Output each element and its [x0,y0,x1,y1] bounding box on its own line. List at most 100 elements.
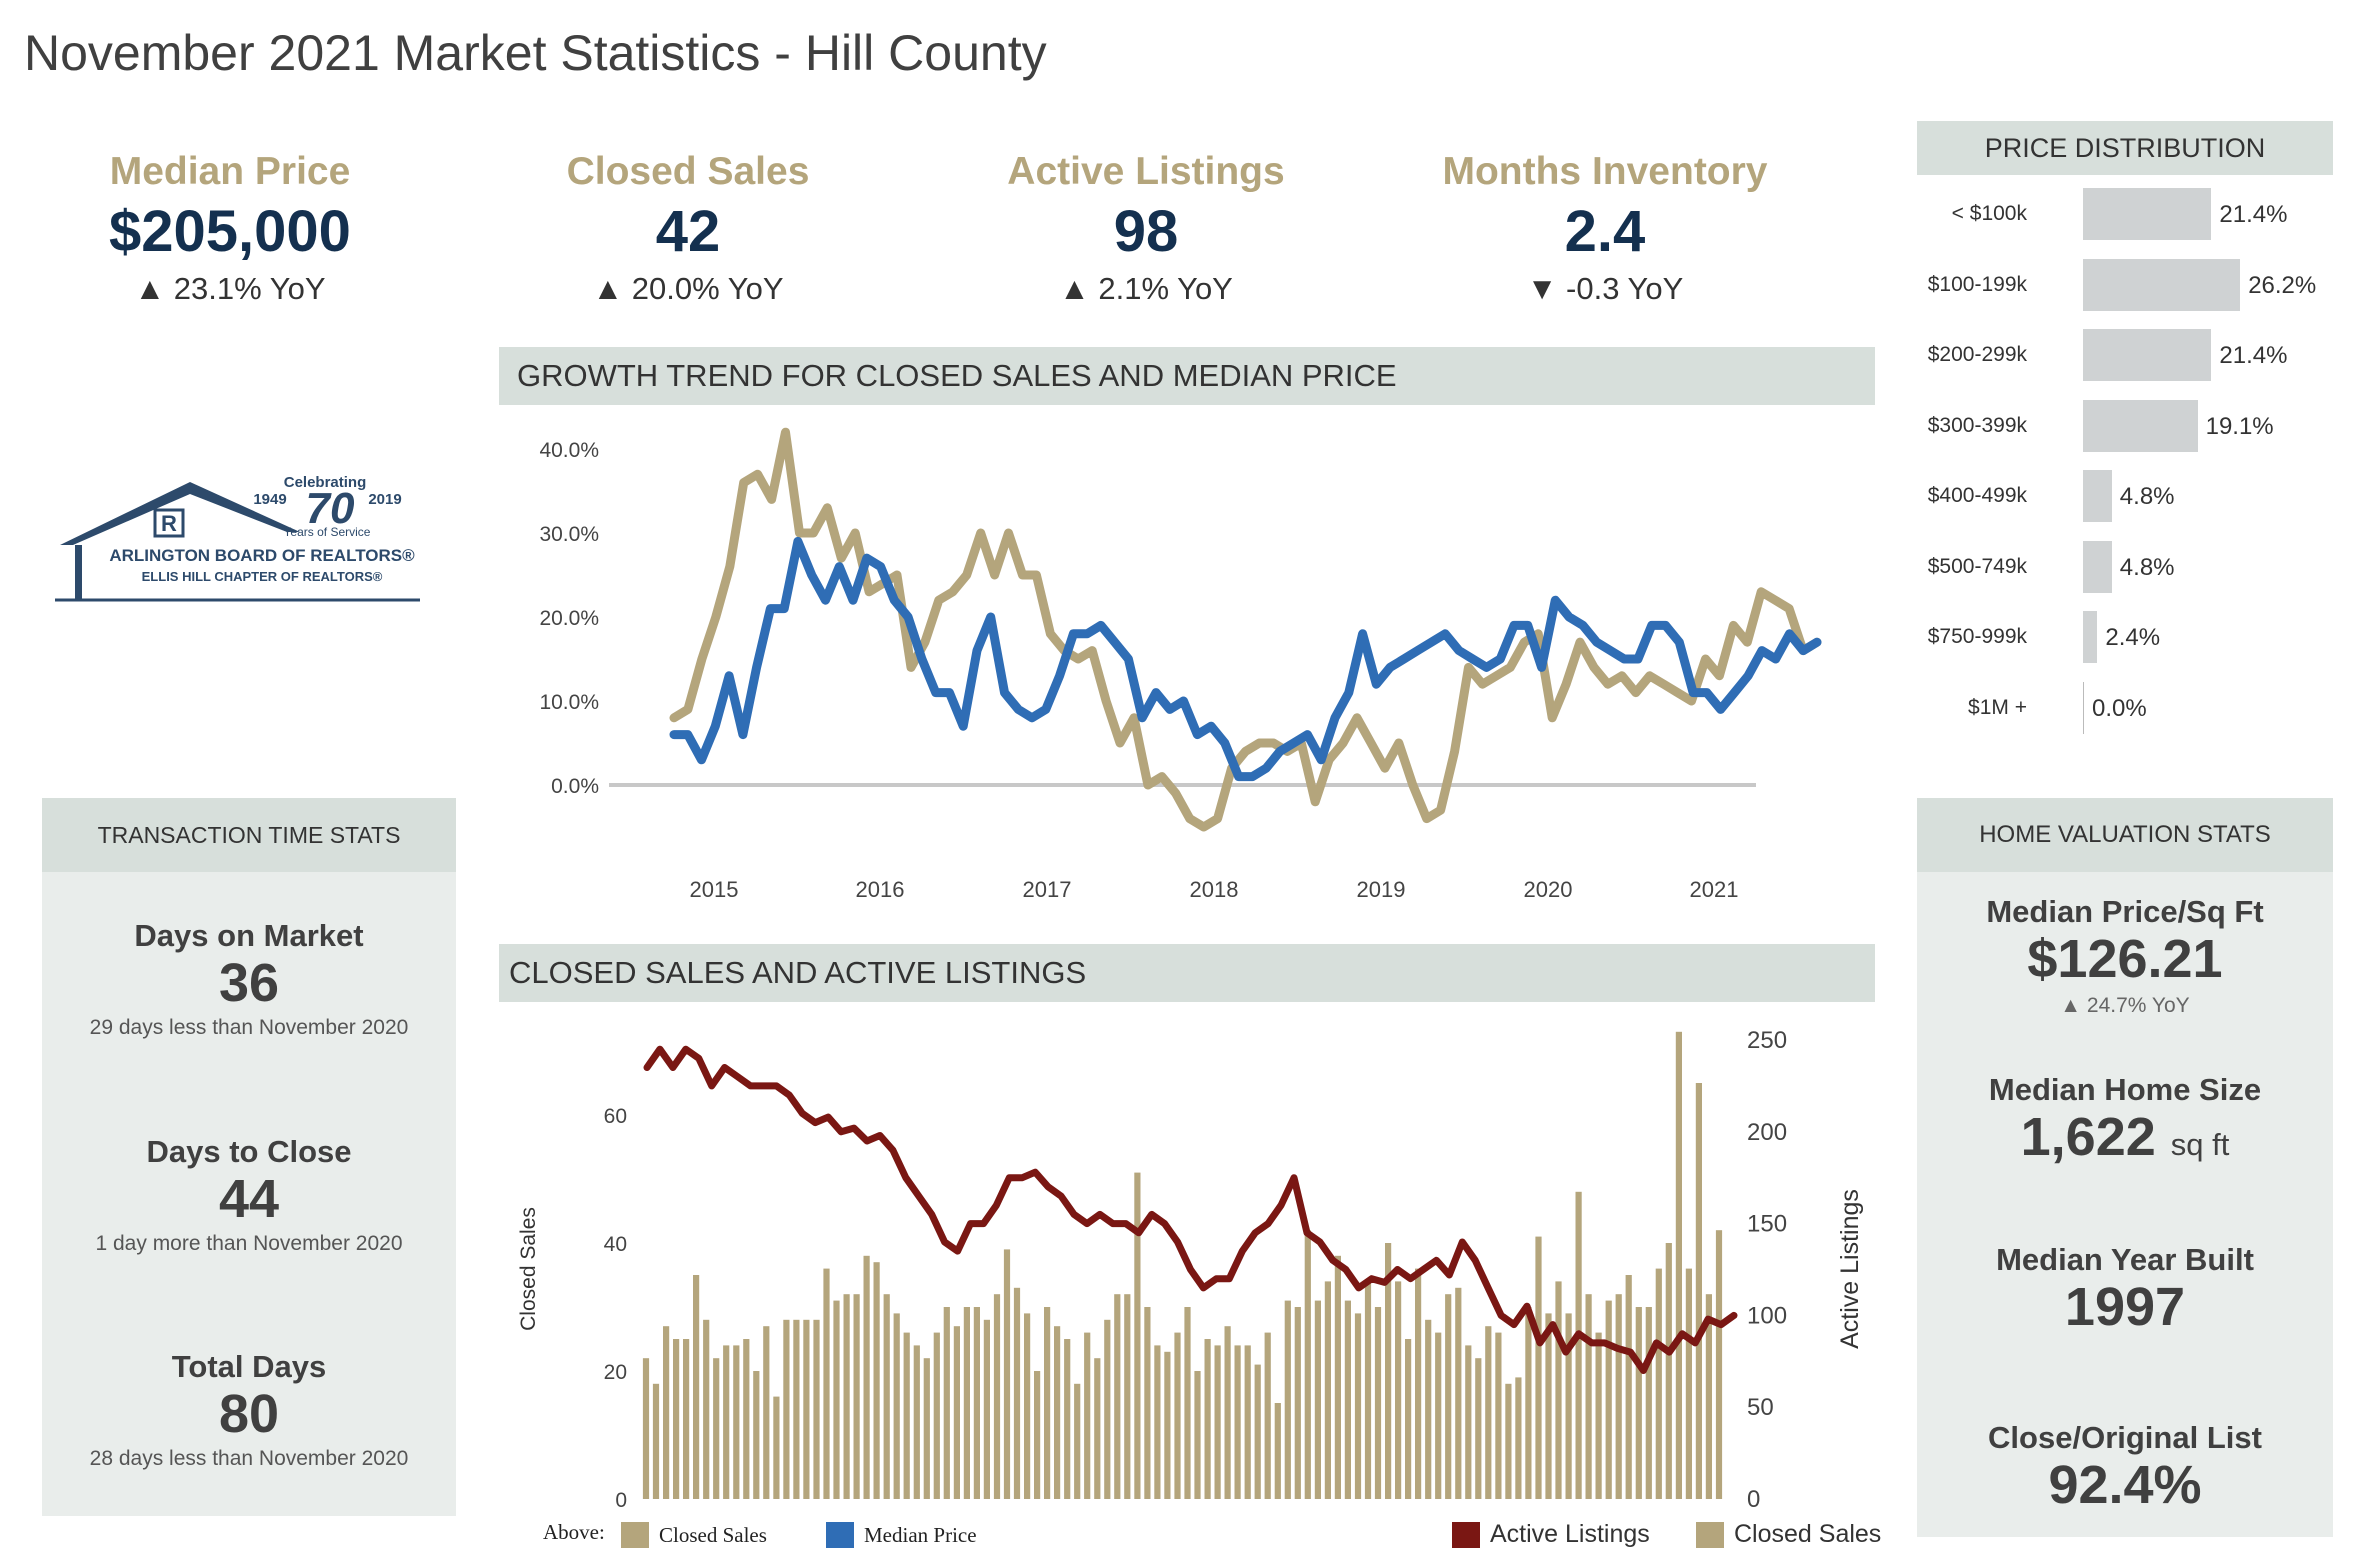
legend-closed-sales-2: Closed Sales [1734,1520,1882,1548]
growth-trend-chart: 40.0% 30.0% 20.0% 10.0% 0.0% 2015 2016 2017 2018… [539,427,1822,902]
closed-sales-bar [1595,1332,1602,1499]
days-to-close-note: 1 day more than November 2020 [95,1232,403,1255]
closed-sales-bar [993,1294,1001,1499]
closed-sales-bar [1254,1364,1261,1499]
right-axis-tick: 250 [1747,1027,1787,1054]
price-bucket-value: 4.8% [2119,483,2175,510]
closed-sales-bar [1154,1345,1161,1499]
days-to-close-label: Days to Close [146,1134,352,1169]
transaction-time-panel: Days on Market 36 29 days less than Nove… [42,872,456,1516]
right-axis-tick: 50 [1747,1394,1774,1421]
closed-sales-bar [1074,1383,1081,1499]
closed-sales-bar [1485,1326,1492,1499]
closed-sales-bar [1385,1243,1392,1499]
arlington-board-logo: R Celebrating 1949 70 2019 Years of Serv… [55,474,420,602]
x-tick-label: 2021 [1690,877,1739,902]
kpi-label: Median Price [109,150,351,193]
closed-sales-bar [883,1294,890,1499]
closed-sales-bar [1003,1249,1011,1499]
closed-sales-bar [1304,1230,1311,1499]
right-axis-tick: 0 [1747,1486,1760,1513]
kpi-value: 2.4 [1564,199,1646,264]
closed-sales-bar [923,1358,930,1499]
closed-sales-bar [1164,1351,1171,1499]
closed-sales-bar [1013,1287,1021,1499]
closed-sales-bar [1525,1307,1532,1499]
kpi-yoy: ▲ 20.0% YoY [592,271,784,306]
closed-sales-bar [1194,1371,1201,1499]
closed-sales-bar [1054,1326,1061,1499]
closed-sales-bar [1615,1294,1622,1499]
closed-sales-bar [1144,1307,1151,1499]
closed-sales-bar [713,1358,720,1499]
closed-sales-bar [973,1307,980,1499]
y-tick-label: 40.0% [539,439,599,462]
price-bucket-label: $300-399k [1927,413,2027,437]
legend-closed-sales: Closed Sales [659,1523,767,1547]
closed-sales-bar [703,1319,710,1499]
closed-sales-bar [1294,1307,1301,1499]
legend-swatch-closed-sales-2 [1696,1522,1724,1548]
legend-median-price: Median Price [864,1523,977,1547]
closed-sales-bar [1555,1281,1562,1499]
kpi-yoy: ▲ 2.1% YoY [1059,271,1233,306]
closed-sales-bar [1465,1345,1472,1499]
closed-sales-bar [913,1345,920,1499]
home-valuation-panel: Median Price/Sq Ft $126.21 ▲ 24.7% YoY M… [1917,872,2333,1537]
closed-sales-bar [1415,1268,1422,1499]
x-tick-label: 2019 [1357,877,1406,902]
closed-sales-bar [1565,1313,1572,1499]
closed-sales-bar [1314,1300,1321,1499]
closed-sales-bar [1495,1332,1502,1499]
closed-sales-bar [853,1294,860,1499]
home-size-label: Median Home Size [1988,1072,2262,1107]
logo-realtor-r-icon [153,508,185,538]
right-axis-tick: 200 [1747,1119,1787,1146]
closed-sales-bar [1585,1294,1592,1499]
closed-sales-bar [1445,1294,1452,1499]
total-days-value: 80 [218,1384,280,1444]
logo-chapter: ELLIS HILL CHAPTER OF REALTORS® [142,569,383,584]
closed-sales-bar [903,1332,910,1499]
closed-sales-bar [743,1339,750,1499]
x-tick-label: 2020 [1524,877,1573,902]
y-tick-label: 0.0% [551,775,599,798]
price-sqft-yoy: ▲ 24.7% YoY [2060,994,2190,1017]
logo-year-start: 1949 [253,491,286,508]
left-axis-tick: 40 [604,1233,627,1256]
close-list-value: 92.4% [2048,1455,2202,1515]
closed-sales-bar [1064,1339,1071,1499]
price-bucket-bar [2083,399,2198,452]
home-size-row: 1,622 sq ft [1917,1106,2333,1168]
logo-r-letter: R [161,511,177,536]
legend-prefix: Above: [543,1520,605,1544]
closed-sales-bar [642,1358,650,1499]
closed-sales-bar [1455,1287,1462,1499]
closed-sales-bar [1505,1383,1512,1499]
price-bucket-bar [2083,470,2112,522]
closed-sales-bar [1344,1300,1351,1499]
closed-sales-bar [813,1319,820,1499]
closed-sales-bar [1134,1172,1141,1499]
closed-sales-bar [803,1319,810,1499]
closed-sales-bar [1605,1300,1612,1499]
days-on-market-note: 29 days less than November 2020 [89,1016,409,1039]
closed-sales-bar [1675,1031,1682,1499]
closed-sales-bar [723,1345,730,1499]
right-axis-tick: 100 [1747,1302,1787,1329]
page-title: November 2021 Market Statistics - Hill C… [24,25,1047,81]
price-bucket-label: $500-749k [1927,554,2027,578]
price-bucket-value: 19.1% [2205,412,2274,440]
closed-sales-bar [1665,1243,1672,1499]
logo-seventy: 70 [306,484,355,533]
price-distribution-header: PRICE DISTRIBUTION [1917,121,2333,175]
closed-sales-bar [1395,1281,1402,1499]
price-bucket-value: 21.4% [2219,201,2288,228]
closed-sales-bar [1114,1294,1121,1499]
kpi-label: Active Listings [1007,150,1285,193]
closed-sales-bar [1084,1332,1091,1499]
left-axis-tick: 60 [604,1105,627,1128]
price-sqft-value: $126.21 [2027,929,2223,989]
total-days-note: 28 days less than November 2020 [89,1447,409,1470]
closed-sales-bar [843,1294,850,1499]
